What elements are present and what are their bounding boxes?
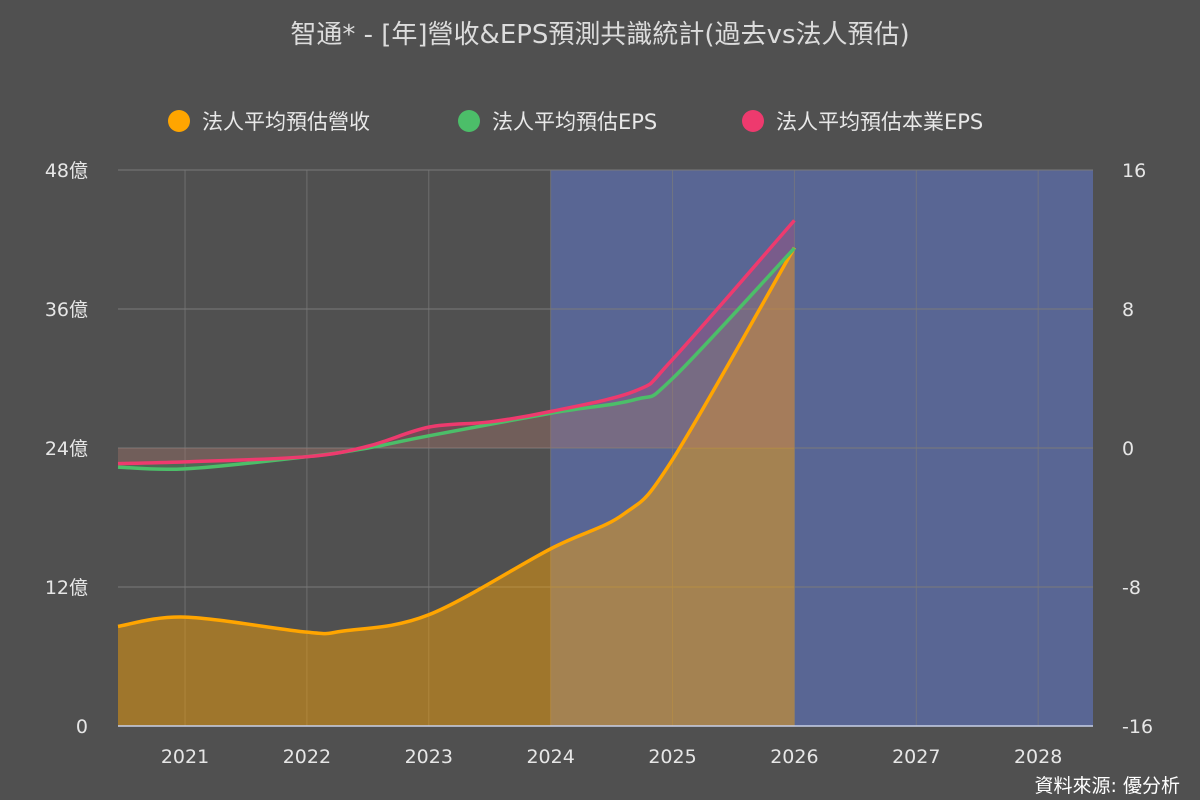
- series-area-eps: [118, 248, 795, 470]
- legend-item-eps[interactable]: 法人平均預估EPS: [458, 104, 657, 138]
- legend-label-revenue: 法人平均預估營收: [202, 110, 370, 134]
- x-tick-label: 2025: [648, 746, 696, 768]
- series-line-revenue: [117, 246, 796, 636]
- y-left-tick-label: 36億: [45, 299, 88, 321]
- x-tick-label: 2026: [770, 746, 818, 768]
- x-tick-label: 2028: [1014, 746, 1062, 768]
- x-tick-label: 2027: [892, 746, 940, 768]
- y-right-tick-label: 8: [1122, 299, 1134, 321]
- x-tick-label: 2023: [405, 746, 453, 768]
- series-line-eps: [117, 246, 796, 472]
- y-left-tick-label: 48億: [45, 160, 88, 182]
- legend: 法人平均預估營收 法人平均預估EPS 法人平均預估本業EPS: [0, 104, 1200, 138]
- legend-dot-core-eps-icon: [742, 110, 764, 132]
- legend-dot-revenue-icon: [168, 110, 190, 132]
- y-left-tick-label: 0: [76, 716, 88, 738]
- series-line-core-eps: [117, 219, 796, 466]
- x-tick-label: 2024: [526, 746, 574, 768]
- source-credit: 資料來源: 優分析: [1034, 775, 1180, 797]
- y-right-tick-label: 16: [1122, 160, 1146, 182]
- chart-title: 智通* - [年]營收&EPS預測共識統計(過去vs法人預估): [290, 20, 910, 50]
- y-right-tick-label: 0: [1122, 438, 1134, 460]
- y-left-tick-label: 12億: [45, 577, 88, 599]
- legend-item-core-eps[interactable]: 法人平均預估本業EPS: [742, 104, 983, 138]
- x-tick-label: 2021: [161, 746, 209, 768]
- legend-dot-eps-icon: [458, 110, 480, 132]
- legend-item-revenue[interactable]: 法人平均預估營收: [168, 104, 370, 138]
- series-area-revenue: [118, 247, 795, 726]
- y-right-tick-label: -16: [1122, 716, 1153, 738]
- y-left-tick-label: 24億: [45, 438, 88, 460]
- legend-label-eps: 法人平均預估EPS: [492, 110, 658, 134]
- legend-label-core-eps: 法人平均預估本業EPS: [776, 110, 984, 134]
- y-right-tick-label: -8: [1122, 577, 1141, 599]
- x-tick-label: 2022: [283, 746, 331, 768]
